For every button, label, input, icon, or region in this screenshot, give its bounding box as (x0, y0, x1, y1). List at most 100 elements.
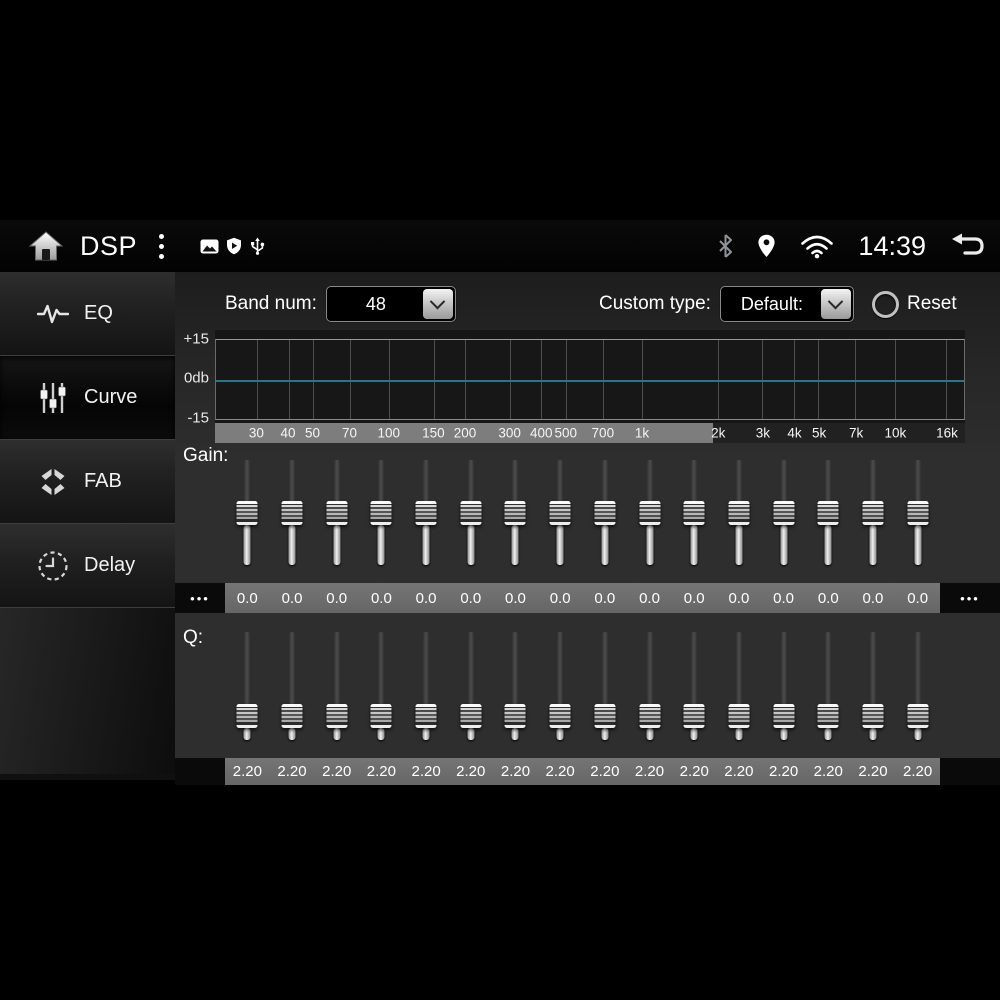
q-slider-handle-6[interactable] (460, 704, 482, 728)
gain-slider-5[interactable] (404, 460, 449, 565)
slider-track-upper[interactable] (824, 460, 832, 501)
gain-slider-handle-4[interactable] (370, 501, 392, 525)
gain-slider-9[interactable] (583, 460, 628, 565)
gain-slider-11[interactable] (672, 460, 717, 565)
slider-track-upper[interactable] (511, 460, 519, 501)
slider-track-upper[interactable] (556, 632, 564, 704)
slider-track-lower[interactable] (780, 525, 788, 565)
q-slider-6[interactable] (448, 632, 493, 740)
slider-track-upper[interactable] (869, 460, 877, 501)
gain-slider-13[interactable] (761, 460, 806, 565)
slider-track-upper[interactable] (377, 460, 385, 501)
slider-track-lower[interactable] (914, 728, 922, 740)
gain-slider-10[interactable] (627, 460, 672, 565)
gain-slider-12[interactable] (717, 460, 762, 565)
gain-slider-14[interactable] (806, 460, 851, 565)
gain-slider-handle-11[interactable] (683, 501, 705, 525)
back-icon[interactable] (950, 233, 986, 259)
gain-slider-16[interactable] (895, 460, 940, 565)
gain-slider-1[interactable] (225, 460, 270, 565)
slider-track-lower[interactable] (601, 525, 609, 565)
gain-slider-8[interactable] (538, 460, 583, 565)
gain-slider-handle-16[interactable] (907, 501, 929, 525)
slider-track-upper[interactable] (735, 460, 743, 501)
slider-track-lower[interactable] (377, 525, 385, 565)
q-slider-16[interactable] (895, 632, 940, 740)
q-slider-handle-10[interactable] (639, 704, 661, 728)
gain-slider-handle-6[interactable] (460, 501, 482, 525)
sidebar-item-fab[interactable]: FAB (0, 439, 175, 523)
slider-track-upper[interactable] (646, 632, 654, 704)
q-slider-2[interactable] (270, 632, 315, 740)
slider-track-upper[interactable] (333, 632, 341, 704)
custom-type-dropdown-button[interactable] (820, 289, 851, 319)
band-num-select[interactable]: 48 (325, 286, 456, 322)
q-slider-9[interactable] (583, 632, 628, 740)
slider-track-lower[interactable] (467, 728, 475, 740)
slider-track-upper[interactable] (511, 632, 519, 704)
gain-slider-handle-12[interactable] (728, 501, 750, 525)
slider-track-upper[interactable] (914, 460, 922, 501)
q-slider-handle-4[interactable] (370, 704, 392, 728)
slider-track-upper[interactable] (422, 632, 430, 704)
gain-slider-handle-1[interactable] (236, 501, 258, 525)
slider-track-upper[interactable] (690, 460, 698, 501)
q-slider-1[interactable] (225, 632, 270, 740)
slider-track-lower[interactable] (422, 525, 430, 565)
slider-track-lower[interactable] (824, 728, 832, 740)
slider-track-lower[interactable] (914, 525, 922, 565)
slider-track-lower[interactable] (333, 728, 341, 740)
q-slider-handle-9[interactable] (594, 704, 616, 728)
q-slider-7[interactable] (493, 632, 538, 740)
slider-track-upper[interactable] (333, 460, 341, 501)
q-slider-handle-12[interactable] (728, 704, 750, 728)
slider-track-upper[interactable] (780, 460, 788, 501)
sidebar-item-eq[interactable]: EQ (0, 272, 175, 355)
gain-slider-handle-13[interactable] (773, 501, 795, 525)
gain-slider-handle-2[interactable] (281, 501, 303, 525)
slider-track-lower[interactable] (467, 525, 475, 565)
q-slider-handle-1[interactable] (236, 704, 258, 728)
menu-kebab-icon[interactable] (153, 230, 170, 263)
q-slider-5[interactable] (404, 632, 449, 740)
slider-track-upper[interactable] (288, 632, 296, 704)
q-slider-3[interactable] (314, 632, 359, 740)
slider-track-upper[interactable] (914, 632, 922, 704)
slider-track-lower[interactable] (690, 525, 698, 565)
slider-track-lower[interactable] (511, 728, 519, 740)
q-slider-8[interactable] (538, 632, 583, 740)
slider-track-lower[interactable] (646, 728, 654, 740)
slider-track-lower[interactable] (646, 525, 654, 565)
slider-track-lower[interactable] (511, 525, 519, 565)
slider-track-lower[interactable] (824, 525, 832, 565)
slider-track-lower[interactable] (288, 728, 296, 740)
slider-track-lower[interactable] (333, 525, 341, 565)
q-slider-handle-16[interactable] (907, 704, 929, 728)
slider-track-lower[interactable] (422, 728, 430, 740)
gain-slider-handle-10[interactable] (639, 501, 661, 525)
gain-slider-3[interactable] (314, 460, 359, 565)
slider-track-upper[interactable] (869, 632, 877, 704)
slider-track-lower[interactable] (243, 525, 251, 565)
slider-track-upper[interactable] (601, 460, 609, 501)
q-slider-handle-5[interactable] (415, 704, 437, 728)
slider-track-lower[interactable] (377, 728, 385, 740)
slider-track-lower[interactable] (556, 728, 564, 740)
q-slider-handle-14[interactable] (817, 704, 839, 728)
slider-track-upper[interactable] (690, 632, 698, 704)
gain-slider-handle-7[interactable] (504, 501, 526, 525)
slider-track-lower[interactable] (601, 728, 609, 740)
gain-slider-handle-9[interactable] (594, 501, 616, 525)
q-slider-handle-8[interactable] (549, 704, 571, 728)
slider-track-lower[interactable] (735, 525, 743, 565)
gain-slider-7[interactable] (493, 460, 538, 565)
slider-track-upper[interactable] (288, 460, 296, 501)
slider-track-upper[interactable] (780, 632, 788, 704)
slider-track-lower[interactable] (556, 525, 564, 565)
q-slider-13[interactable] (761, 632, 806, 740)
reset-radio[interactable] (872, 290, 899, 318)
slider-track-lower[interactable] (869, 525, 877, 565)
slider-track-upper[interactable] (243, 460, 251, 501)
gain-scroll-right-button[interactable]: ••• (940, 583, 1000, 613)
custom-type-select[interactable]: Default: (719, 286, 854, 322)
